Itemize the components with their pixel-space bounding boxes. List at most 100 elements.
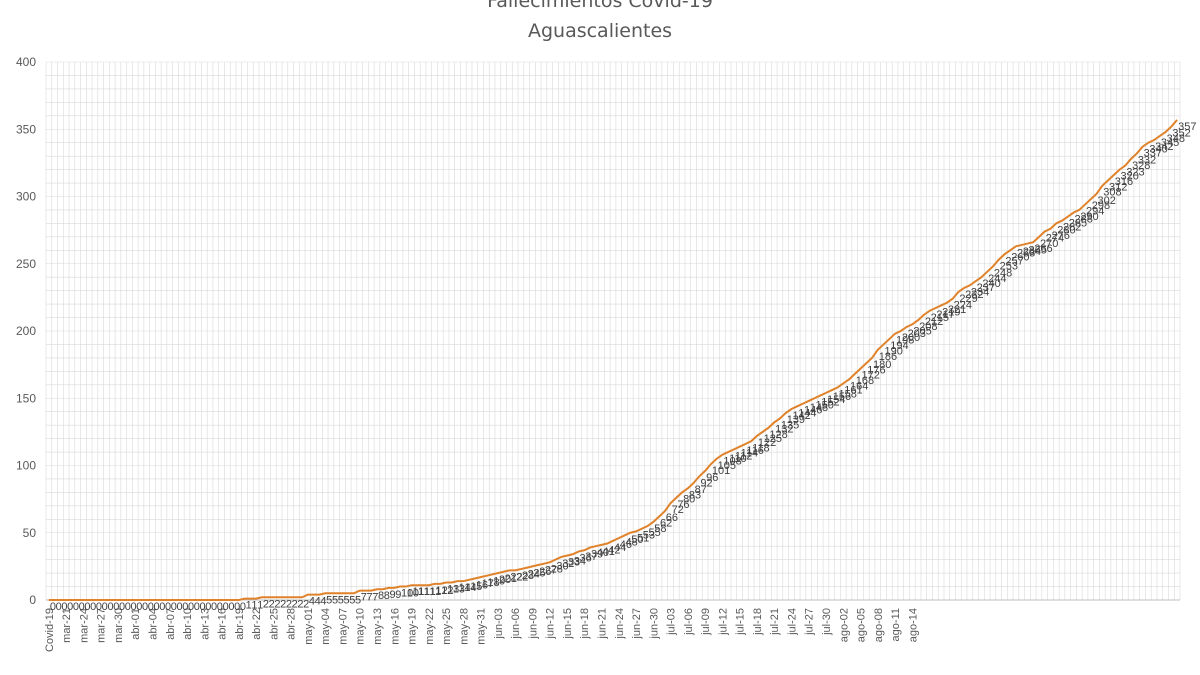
data-label: 87 — [695, 484, 707, 496]
data-label: 34 — [574, 555, 586, 567]
data-label: 168 — [856, 375, 874, 387]
data-label: 26 — [539, 566, 551, 578]
data-label: 116 — [746, 445, 764, 457]
data-label: 5 — [332, 594, 338, 606]
data-label: 0 — [240, 601, 246, 613]
data-label: 240 — [982, 278, 1000, 290]
data-label: 260 — [1011, 251, 1029, 263]
data-label: 0 — [205, 601, 211, 613]
data-label: 51 — [637, 532, 649, 544]
y-tick-label: 300 — [16, 190, 36, 204]
data-label: 4 — [309, 596, 315, 608]
x-tick-label: abr-13 — [199, 608, 211, 640]
data-label: 46 — [620, 539, 632, 551]
data-label: 203 — [908, 328, 926, 340]
data-label: 4 — [315, 596, 321, 608]
data-label: 9 — [390, 589, 396, 601]
x-tick-label: mar-21 — [61, 608, 73, 643]
data-label: 5 — [326, 594, 332, 606]
data-label: 27 — [545, 565, 557, 577]
x-tick-label: may-31 — [476, 608, 488, 645]
data-label: 1 — [251, 600, 257, 612]
data-label: 229 — [959, 293, 977, 305]
data-label: 2 — [286, 598, 292, 610]
x-tick-label: jun-27 — [631, 608, 643, 640]
data-label: 0 — [200, 601, 206, 613]
data-label: 308 — [1103, 187, 1121, 199]
data-label: 0 — [119, 601, 125, 613]
data-label: 288 — [1075, 214, 1093, 226]
data-label: 312 — [1109, 181, 1127, 193]
data-label: 11 — [418, 586, 429, 598]
data-label: 0 — [84, 601, 90, 613]
data-label: 224 — [954, 300, 972, 312]
data-label: 14 — [464, 582, 476, 594]
x-tick-label: jun-18 — [579, 608, 591, 640]
x-tick-label: may-04 — [320, 608, 332, 645]
data-label: 11 — [430, 586, 441, 598]
data-label: 92 — [700, 477, 712, 489]
x-tick-label: mar-24 — [78, 608, 90, 643]
data-label: 352 — [1172, 128, 1190, 140]
data-label: 80 — [683, 493, 695, 505]
data-label: 294 — [1086, 206, 1104, 218]
y-tick-label: 100 — [16, 459, 36, 473]
data-label: 302 — [1098, 195, 1116, 207]
data-label: 0 — [125, 601, 131, 613]
data-label: 265 — [1028, 245, 1046, 257]
data-label: 108 — [723, 456, 741, 468]
data-label: 22 — [510, 571, 522, 583]
data-label: 5 — [355, 594, 361, 606]
data-label: 342 — [1155, 141, 1173, 153]
y-tick-label: 350 — [16, 122, 36, 136]
data-label: 105 — [718, 460, 736, 472]
data-label: 0 — [165, 601, 171, 613]
x-tick-label: abr-10 — [182, 608, 194, 640]
data-label: 0 — [217, 601, 223, 613]
data-label: 76 — [677, 499, 689, 511]
data-label: 264 — [1023, 246, 1041, 258]
chart-title: Fallecimientos Covid-19 — [487, 0, 713, 12]
x-tick-label: jun-30 — [648, 608, 660, 640]
x-tick-label: jul-24 — [786, 608, 798, 636]
data-label: 14 — [459, 582, 471, 594]
x-tick-label: jul-21 — [769, 608, 781, 636]
data-label: 0 — [96, 601, 102, 613]
data-label: 7 — [366, 592, 372, 604]
data-label: 8 — [378, 590, 384, 602]
data-label: 2 — [269, 598, 275, 610]
data-label: 215 — [931, 312, 949, 324]
data-label: 156 — [833, 391, 851, 403]
data-label: 8 — [384, 590, 390, 602]
data-label: 44 — [614, 542, 626, 554]
data-label: 1 — [257, 600, 263, 612]
x-tick-label: abr-25 — [268, 608, 280, 640]
data-label: 42 — [608, 545, 620, 557]
data-label: 219 — [942, 306, 960, 318]
data-label: 40 — [597, 547, 609, 559]
data-label: 12 — [441, 585, 453, 597]
data-label: 66 — [666, 512, 678, 524]
y-tick-label: 50 — [23, 526, 37, 540]
data-label: 17 — [482, 578, 494, 590]
data-label: 0 — [153, 601, 159, 613]
data-label: 217 — [936, 309, 954, 321]
data-label: 37 — [585, 551, 597, 563]
data-label: 172 — [862, 370, 880, 382]
data-label: 122 — [758, 437, 776, 449]
data-label: 320 — [1121, 171, 1139, 183]
data-label: 276 — [1051, 230, 1069, 242]
data-label: 19 — [493, 575, 505, 587]
data-label: 348 — [1167, 133, 1185, 145]
data-label: 83 — [689, 489, 701, 501]
x-tick-label: ago-02 — [838, 608, 850, 642]
horizontal-gridlines — [46, 61, 1180, 601]
x-tick-label: jul-06 — [683, 608, 695, 636]
data-label: 5 — [338, 594, 344, 606]
deaths-line — [48, 119, 1178, 601]
data-label: 266 — [1034, 243, 1052, 255]
x-tick-label: may-16 — [389, 608, 401, 645]
data-label: 114 — [741, 448, 759, 460]
x-tick-label: jul-15 — [735, 608, 747, 636]
